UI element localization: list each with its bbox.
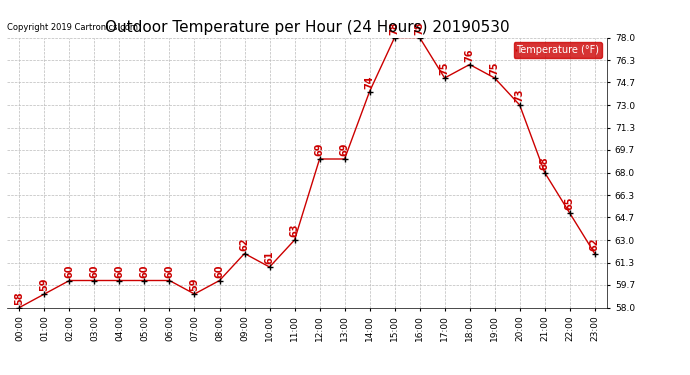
Text: 75: 75 — [440, 62, 450, 75]
Text: 61: 61 — [264, 251, 275, 264]
Text: 59: 59 — [190, 278, 199, 291]
Text: 74: 74 — [364, 75, 375, 89]
Title: Outdoor Temperature per Hour (24 Hours) 20190530: Outdoor Temperature per Hour (24 Hours) … — [105, 20, 509, 35]
Text: 60: 60 — [115, 264, 124, 278]
Text: 73: 73 — [515, 89, 524, 102]
Text: 58: 58 — [14, 291, 24, 305]
Text: 59: 59 — [39, 278, 50, 291]
Text: 69: 69 — [315, 143, 324, 156]
Text: 60: 60 — [164, 264, 175, 278]
Text: 62: 62 — [239, 237, 250, 251]
Text: 78: 78 — [415, 21, 424, 35]
Text: 78: 78 — [390, 21, 400, 35]
Text: 60: 60 — [64, 264, 75, 278]
Text: 63: 63 — [290, 224, 299, 237]
Text: 62: 62 — [590, 237, 600, 251]
Text: 68: 68 — [540, 156, 550, 170]
Text: Copyright 2019 Cartronics.com: Copyright 2019 Cartronics.com — [7, 23, 138, 32]
Text: 75: 75 — [490, 62, 500, 75]
Legend: Temperature (°F): Temperature (°F) — [513, 42, 602, 58]
Text: 65: 65 — [564, 197, 575, 210]
Text: 69: 69 — [339, 143, 350, 156]
Text: 76: 76 — [464, 48, 475, 62]
Text: 60: 60 — [215, 264, 224, 278]
Text: 60: 60 — [139, 264, 150, 278]
Text: 60: 60 — [90, 264, 99, 278]
